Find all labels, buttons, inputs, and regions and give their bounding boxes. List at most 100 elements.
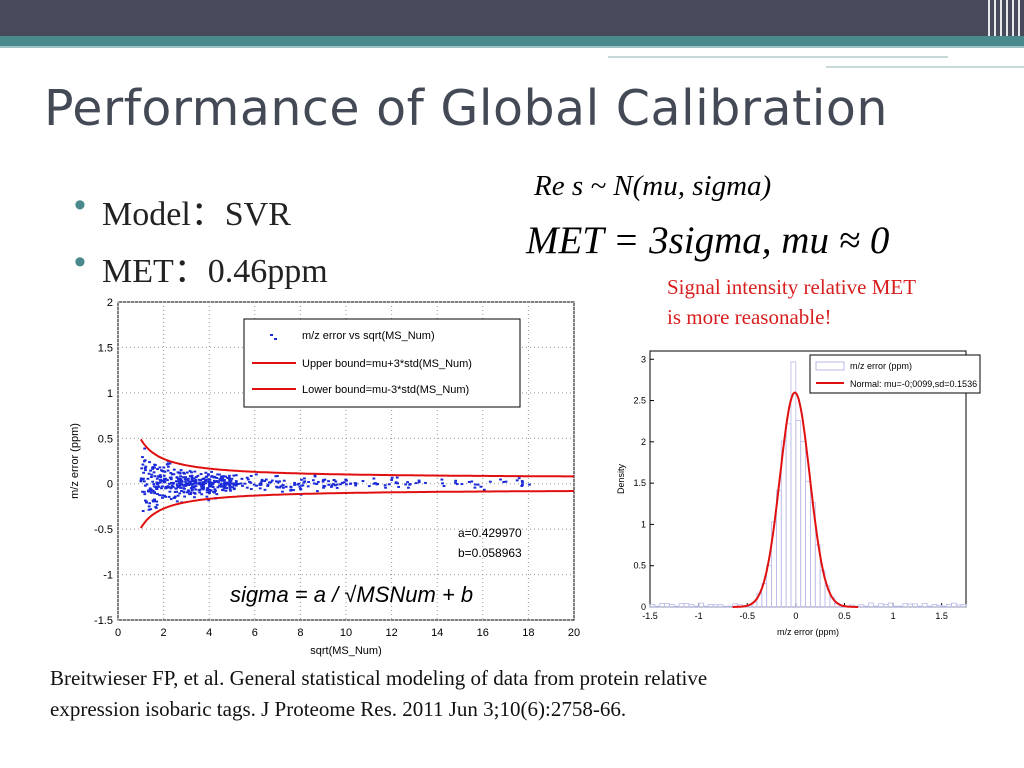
scatter-point — [278, 486, 282, 489]
scatter-point — [182, 471, 185, 474]
scatter-point — [153, 463, 157, 466]
scatter-point — [144, 465, 148, 468]
scatter-point — [193, 496, 196, 499]
histogram-y-tick-label: 1.5 — [633, 478, 646, 488]
scatter-point — [190, 476, 194, 479]
scatter-point — [188, 475, 192, 478]
scatter-point — [442, 485, 446, 488]
scatter-point — [178, 484, 182, 487]
slide-title: Performance of Global Calibration — [44, 80, 888, 137]
histogram-legend: m/z error (ppm) Normal: mu=-0;0099,sd=0.1… — [809, 354, 981, 394]
histogram-y-tick-label: 2.5 — [633, 396, 646, 406]
histogram-bar — [649, 604, 656, 608]
histogram-bar — [669, 604, 675, 608]
scatter-point — [176, 494, 180, 497]
scatter-point — [354, 484, 358, 487]
scatter-point — [166, 485, 170, 488]
scatter-point — [186, 477, 190, 480]
scatter-point — [202, 483, 206, 486]
scatter-x-tick-label: 20 — [568, 627, 580, 639]
scatter-point — [163, 481, 167, 484]
scatter-point — [166, 462, 170, 465]
scatter-point — [210, 485, 214, 488]
histogram-bar — [868, 602, 875, 608]
scatter-point — [384, 486, 387, 489]
scatter-point — [234, 474, 238, 477]
scatter-x-tick-label: 12 — [385, 627, 397, 639]
scatter-point — [176, 471, 180, 474]
scatter-point — [184, 480, 187, 483]
signal-intensity-note: Signal intensity relative MET is more re… — [667, 272, 1007, 332]
scatter-chart: 0 2 4 6 8 10 12 14 16 18 20 -1.5 -1 -0.5 0 0.5 1 1.5 2 sqrt… — [69, 297, 580, 657]
accent-line — [0, 46, 1024, 48]
scatter-point — [225, 487, 229, 490]
scatter-point — [322, 486, 325, 489]
scatter-point — [209, 489, 213, 492]
scatter-point — [298, 485, 302, 488]
scatter-point — [292, 489, 295, 492]
scatter-point — [161, 470, 164, 473]
scatter-point — [258, 487, 262, 490]
scatter-point — [140, 478, 144, 481]
scatter-point — [460, 483, 464, 486]
histogram-bar — [921, 603, 928, 608]
scatter-point — [164, 487, 168, 490]
scatter-point — [406, 481, 409, 484]
scatter-point — [230, 477, 234, 480]
scatter-point — [395, 476, 399, 479]
scatter-point — [520, 484, 524, 487]
scatter-point — [488, 480, 492, 483]
scatter-x-tick-label: 18 — [522, 627, 534, 639]
scatter-point — [207, 489, 211, 492]
scatter-point — [178, 481, 181, 484]
scatter-point — [473, 486, 477, 489]
scatter-point — [414, 482, 418, 485]
scatter-point — [454, 481, 457, 484]
scatter-point — [249, 474, 253, 477]
scatter-point — [196, 474, 200, 477]
scatter-y-tick-label: 1.5 — [98, 342, 113, 354]
scatter-point — [274, 475, 278, 478]
normal-fit-curve — [732, 391, 859, 608]
scatter-point — [144, 469, 147, 472]
scatter-point — [166, 479, 169, 482]
scatter-point — [499, 478, 502, 481]
scatter-point — [169, 486, 173, 489]
scatter-point — [219, 477, 223, 480]
scatter-point — [156, 475, 160, 478]
scatter-point — [141, 490, 144, 493]
scatter-point — [260, 480, 264, 483]
scatter-point — [158, 466, 162, 469]
scatter-point — [225, 482, 229, 485]
scatter-point — [266, 484, 270, 487]
scatter-point — [198, 481, 201, 484]
scatter-point — [181, 476, 185, 479]
scatter-point — [173, 495, 177, 498]
scatter-point — [220, 475, 223, 478]
scatter-point — [233, 487, 236, 490]
scatter-point — [278, 480, 281, 483]
scatter-point — [155, 500, 159, 503]
scatter-point — [187, 490, 191, 493]
histogram-chart: -1.5 -1 -0.5 0 0.5 1 1.5 0 0.5 1 1.5 2 2.5 3 m/z error… — [616, 350, 981, 637]
scatter-point — [213, 481, 217, 484]
scatter-point — [260, 478, 264, 481]
scatter-point — [185, 482, 189, 485]
scatter-point — [152, 500, 155, 503]
scatter-point — [167, 495, 171, 498]
scatter-point — [327, 480, 330, 483]
scatter-point — [417, 481, 421, 484]
scatter-point — [171, 485, 175, 488]
scatter-point — [197, 489, 201, 492]
residual-distribution-formula: Re s ~ N(mu, sigma) — [534, 170, 772, 202]
scatter-point — [161, 485, 164, 488]
scatter-point — [143, 467, 147, 470]
scatter-point — [293, 483, 296, 486]
scatter-point — [153, 492, 157, 495]
scatter-point — [232, 474, 236, 477]
scatter-point — [200, 493, 204, 496]
histogram-legend-box — [809, 354, 981, 394]
scatter-point — [228, 487, 232, 490]
scatter-point — [149, 469, 152, 472]
scatter-point — [302, 481, 306, 484]
